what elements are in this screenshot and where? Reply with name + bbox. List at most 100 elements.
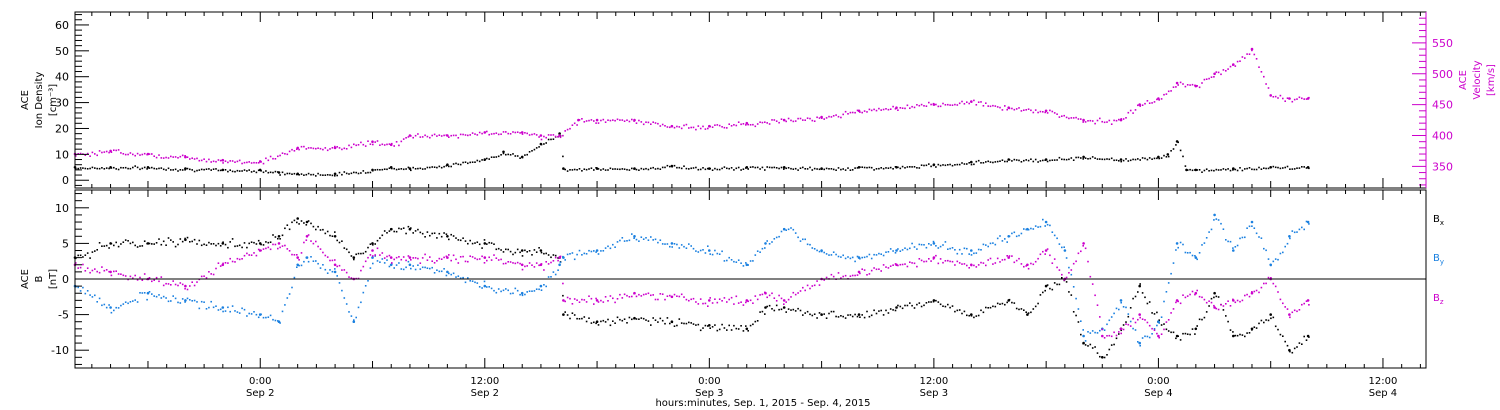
series-bx-point [319,229,322,231]
series-by-point [310,256,312,258]
series-by-point [844,257,847,260]
series-by-point [307,260,310,263]
series-velocity-point [1061,115,1063,117]
series-velocity-point [1051,110,1054,113]
series-velocity-point [1246,53,1248,55]
series-by-point [1253,227,1256,229]
series-velocity-point [797,117,799,120]
series-velocity-point [904,107,906,110]
series-bz-point [861,268,863,270]
series-bx-point [94,250,96,252]
series-bx-point [440,235,443,238]
series-bz-point [196,281,198,283]
series-velocity-point [134,154,136,157]
series-ion-density-point [143,166,146,169]
series-bx-point [1163,323,1165,325]
series-ion-density-point [711,169,714,171]
series-bx-point [740,325,742,327]
series-bx-point [122,241,125,243]
series-bx-point [433,232,436,234]
series-velocity-point [590,119,593,121]
series-bx-point [1208,305,1210,307]
series-by-point [787,228,790,231]
series-bx-point [443,232,445,234]
series-by-mark [483,284,487,288]
series-by-point [277,320,279,322]
series-by-point [1108,319,1111,322]
series-velocity-point [1087,120,1089,122]
series-ion-density-point [362,170,365,172]
series-by-point [1063,246,1065,248]
series-bz-point [550,261,552,264]
series-ion-density-point [780,166,783,169]
series-bz-point [583,299,586,301]
series-velocity-point [958,102,961,105]
series-ion-density-point [246,170,248,172]
series-velocity-point [307,147,310,149]
series-ion-density-point [975,160,978,163]
series-bz-point [1246,293,1248,296]
series-bx-point [939,303,942,306]
series-by-point [1115,307,1118,310]
series-ion-density-point [813,167,816,170]
series-bx-point [1023,309,1025,311]
series-ion-density-point [162,168,165,171]
series-bz-point [554,256,557,259]
series-by-point [1068,266,1070,269]
series-velocity-point [538,136,540,138]
series-velocity-point [341,148,343,151]
series-bx-point [699,329,702,332]
series-by-point [1246,227,1248,229]
series-bx-point [89,257,91,259]
series-bx-point [355,253,357,256]
series-ion-density-point [844,169,847,171]
series-bx-point [1277,328,1279,331]
series-bx-point [205,244,208,246]
series-bz-point [616,298,619,300]
series-ion-density-mark [296,172,300,176]
series-bx-point [785,311,787,313]
series-bx-point [191,240,193,243]
series-velocity-point [462,133,464,136]
series-ion-density-point [481,159,483,161]
series-bx-point [414,230,417,232]
series-bx-point [1272,316,1275,319]
series-ion-density-point [951,164,954,167]
series-velocity-point [564,130,566,132]
series-ion-density-point [657,167,659,170]
series-bx-point [1198,318,1201,321]
series-ion-density-point [935,166,937,168]
series-by-point [1044,225,1046,227]
series-bz-point [989,257,992,260]
series-bx-point [1122,324,1125,326]
series-by-point [217,309,220,311]
series-bz-point [89,271,91,274]
series-ion-density-point [1239,167,1241,169]
series-by-point [813,248,816,250]
series-velocity-point [828,115,830,118]
series-velocity-point [963,103,966,105]
series-by-point [1225,239,1227,241]
series-by-point [711,253,714,256]
series-ion-density-point [916,167,918,169]
series-by-mark [258,313,262,316]
series-ion-density-mark [483,158,487,161]
series-by-point [1248,225,1251,228]
series-bz-point [699,298,702,300]
series-bx-point [1298,342,1301,344]
series-bz-point [1115,334,1118,337]
series-velocity-point [956,104,959,106]
series-ion-density-point [101,167,103,169]
series-velocity-point [792,120,795,123]
series-by-point [410,267,412,270]
series-ion-density-point [740,169,742,171]
series-ion-density-point [1301,166,1303,168]
series-ion-density-point [291,173,293,175]
series-bz-point [464,260,467,263]
series-velocity-point [1132,112,1134,114]
series-by-point [1282,251,1284,254]
series-by-point [794,232,797,234]
x-tick-date-label: Sep 3 [695,388,723,399]
series-ion-density-point [1282,167,1284,169]
series-bz-point [452,254,455,257]
